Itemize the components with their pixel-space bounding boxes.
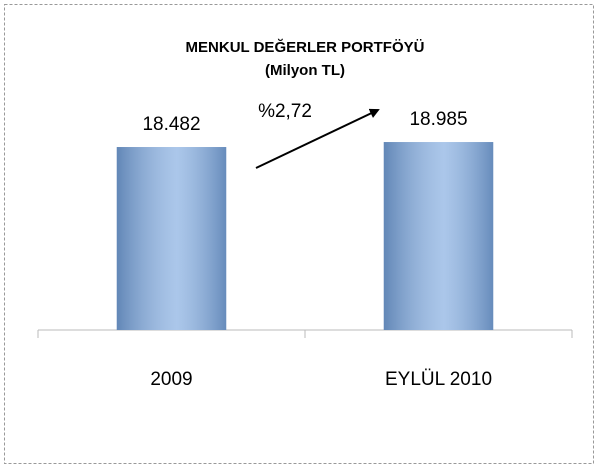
data-label: 18.985 <box>409 109 467 130</box>
annotation: %2,72 <box>258 101 312 122</box>
arrow <box>255 108 380 169</box>
data-label: 18.482 <box>142 114 200 135</box>
bar-shading <box>116 147 227 330</box>
x-tick-label: 2009 <box>150 369 192 390</box>
bar-shading <box>383 142 494 330</box>
x-tick-label: EYLÜL 2010 <box>385 369 492 390</box>
chart-subtitle: (Milyon TL) <box>265 62 345 79</box>
chart-border <box>4 4 594 464</box>
chart-title: MENKUL DEĞERLER PORTFÖYÜ <box>186 38 425 56</box>
